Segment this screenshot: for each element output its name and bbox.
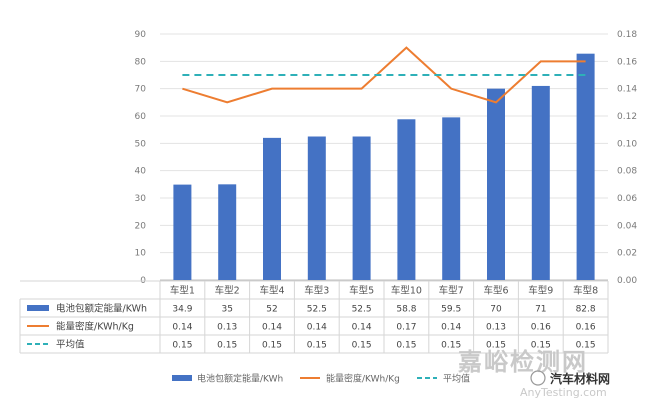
data-label: 0.17 (396, 323, 416, 333)
left-axis-tick-label: 70 (135, 85, 147, 95)
right-axis-tick-label: 0.12 (617, 112, 637, 122)
data-label: 0.15 (217, 341, 237, 351)
series-name-label: 平均值 (56, 339, 85, 351)
data-label: 0.15 (576, 341, 596, 351)
category-label: 车型9 (528, 285, 553, 297)
bar (352, 136, 371, 280)
data-label: 0.14 (307, 323, 327, 333)
bar-series (173, 53, 595, 281)
data-label: 0.13 (486, 323, 506, 333)
density-line (182, 46, 586, 104)
data-label: 0.14 (441, 323, 461, 333)
watermark-url-text: AnyTesting.com (520, 386, 607, 399)
bar (442, 117, 461, 280)
data-label: 52.5 (352, 305, 372, 315)
category-label: 车型4 (259, 285, 284, 297)
data-label: 0.14 (172, 323, 192, 333)
data-label: 82.8 (576, 305, 596, 315)
left-axis-tick-label: 20 (135, 221, 147, 231)
data-label: 0.13 (217, 323, 237, 333)
bar (576, 53, 595, 281)
data-table: 车型1 车型2 车型4 车型3 车型5 车型10 车型7 车型6 车型9 车型8 电池包额定能量/K… (19, 280, 609, 354)
data-label: 0.14 (262, 323, 282, 333)
bar (487, 88, 505, 281)
right-axis-tick-label: 0.02 (617, 249, 637, 259)
bar (218, 184, 237, 280)
right-axis-tick-label: 0.14 (617, 85, 637, 95)
category-label: 车型7 (439, 285, 464, 297)
data-label: 52.5 (307, 305, 327, 315)
category-label: 车型2 (215, 285, 240, 297)
data-label: 0.15 (262, 341, 282, 351)
left-axis-tick-label: 80 (135, 57, 147, 67)
category-label: 车型6 (483, 285, 508, 297)
data-label: 58.8 (396, 305, 416, 315)
data-label: 35 (221, 305, 232, 315)
data-label: 0.14 (352, 323, 372, 333)
bar (173, 184, 192, 280)
category-label: 车型10 (391, 285, 422, 297)
bar (263, 137, 281, 280)
left-axis-tick-label: 50 (135, 139, 147, 149)
data-label: 70 (490, 305, 502, 315)
left-axis-tick-label: 10 (135, 249, 147, 259)
data-label: 59.5 (441, 305, 461, 315)
right-axis-tick-label: 0.16 (617, 57, 637, 67)
watermark-main-text: 嘉峪检测网 (458, 348, 588, 376)
category-label: 车型3 (304, 285, 329, 297)
data-label: 52 (266, 305, 277, 315)
data-label: 0.16 (531, 323, 551, 333)
left-axis-tick-label: 60 (135, 112, 147, 122)
watermark: 嘉峪检测网 AnyTesting.com 汽车材料网 (458, 348, 610, 399)
watermark-source-text: 汽车材料网 (550, 371, 610, 386)
data-label: 34.9 (172, 305, 192, 315)
left-axis-tick-label: 30 (135, 194, 147, 204)
legend-label: 平均值 (443, 373, 470, 385)
category-label: 车型8 (573, 285, 598, 297)
table-key-bar (27, 305, 49, 311)
right-axis-tick-label: 0.04 (617, 221, 637, 231)
right-axis-ticks: 0.00 0.02 0.04 0.06 0.08 0.10 0.12 0.14 0.16 0.18 (617, 30, 637, 286)
data-label: 0.15 (441, 341, 461, 351)
legend-label: 能量密度/KWh/Kg (326, 373, 400, 385)
left-axis-tick-label: 90 (135, 30, 147, 40)
bar (307, 136, 326, 280)
series-name-label: 能量密度/KWh/Kg (56, 321, 134, 333)
bar (397, 119, 416, 280)
series-name-label: 电池包额定能量/KWh (56, 303, 147, 315)
right-axis-tick-label: 0.06 (617, 194, 637, 204)
wechat-icon (530, 370, 546, 386)
right-axis-tick-label: 0.18 (617, 30, 637, 40)
data-label: 0.15 (172, 341, 192, 351)
data-label: 0.15 (307, 341, 327, 351)
line-series (182, 46, 586, 104)
legend-label: 电池包额定能量/KWh (197, 373, 283, 385)
bar (531, 85, 550, 280)
data-label: 0.16 (576, 323, 596, 333)
data-label: 0.15 (531, 341, 551, 351)
legend: 电池包额定能量/KWh 能量密度/KWh/Kg 平均值 (172, 373, 470, 385)
right-axis-tick-label: 0.10 (617, 139, 637, 149)
category-label: 车型1 (170, 285, 195, 297)
right-axis-tick-label: 0.08 (617, 167, 637, 177)
data-label: 0.15 (396, 341, 416, 351)
category-label: 车型5 (349, 285, 374, 297)
data-label: 0.15 (352, 341, 372, 351)
left-axis-tick-label: 40 (135, 167, 147, 177)
right-axis-tick-label: 0.00 (617, 276, 637, 286)
data-label: 0.15 (486, 341, 506, 351)
legend-key-bar (172, 375, 192, 381)
data-label: 71 (535, 305, 546, 315)
